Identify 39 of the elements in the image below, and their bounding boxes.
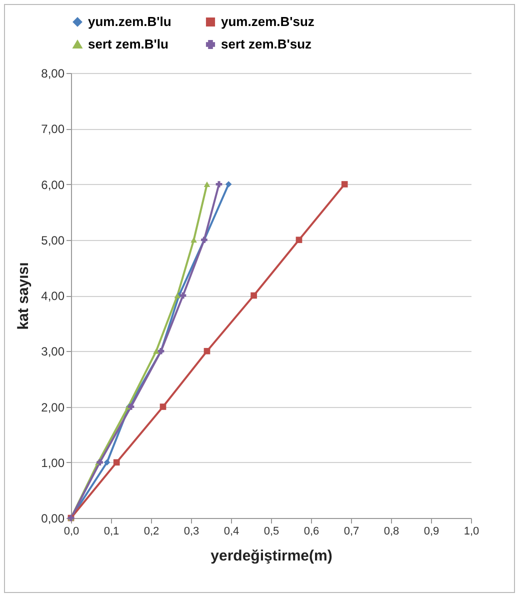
x-tick-label: 0,0 xyxy=(64,526,80,538)
x-tick-label: 0,2 xyxy=(144,526,160,538)
y-tick-label: 5,00 xyxy=(41,233,65,248)
y-tick-label: 1,00 xyxy=(41,456,65,470)
legend-label: yum.zem.B'suz xyxy=(221,14,315,29)
x-tick-label: 0,9 xyxy=(424,526,440,538)
point xyxy=(204,182,210,187)
x-tick-label: 0,5 xyxy=(264,526,280,538)
x-tick-label: 0,4 xyxy=(224,526,240,538)
y-tick-label: 8,00 xyxy=(41,66,65,80)
point xyxy=(160,404,166,410)
x-tick-label: 0,3 xyxy=(184,526,200,538)
y-tick-label: 7,00 xyxy=(41,122,65,136)
y-tick-label: 0,00 xyxy=(41,512,65,526)
point xyxy=(204,348,210,354)
y-tick-label: 3,00 xyxy=(41,344,65,359)
point xyxy=(113,459,120,466)
legend-label: sert zem.B'suz xyxy=(221,36,312,52)
legend-label: yum.zem.B'lu xyxy=(88,14,172,29)
x-tick-label: 1,0 xyxy=(464,526,480,538)
point xyxy=(216,181,222,188)
point xyxy=(250,292,257,299)
y-tick-label: 2,00 xyxy=(41,400,65,414)
y-axis-title: kat sayısı xyxy=(15,262,32,330)
y-tick-label: 6,00 xyxy=(41,178,65,192)
point xyxy=(104,459,110,466)
x-tick-label: 0,8 xyxy=(384,526,400,538)
point xyxy=(225,181,232,188)
x-axis-title: yerdeğiştirme(m) xyxy=(210,548,332,564)
x-tick-label: 0,6 xyxy=(304,526,320,538)
y-tick-label: 4,00 xyxy=(41,289,65,303)
x-tick-label: 0,7 xyxy=(344,526,360,538)
x-tick-label: 0,1 xyxy=(104,526,120,538)
point xyxy=(341,181,348,188)
point xyxy=(153,348,160,354)
point xyxy=(180,292,186,299)
point xyxy=(296,236,302,244)
point xyxy=(190,237,197,243)
legend-label: sert zem.B'lu xyxy=(88,36,168,52)
